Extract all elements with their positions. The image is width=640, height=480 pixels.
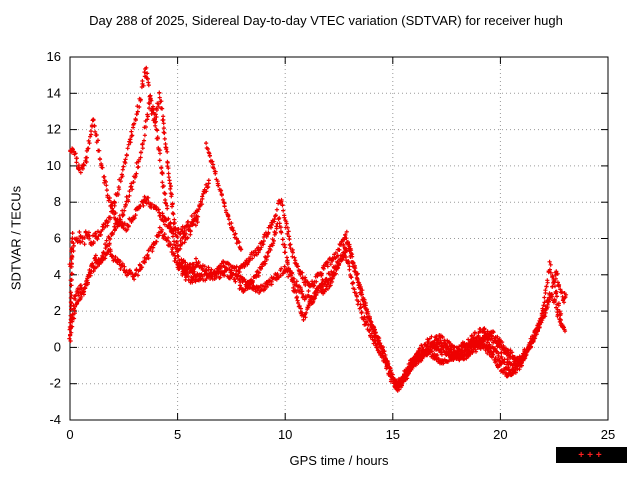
plot-border (69, 56, 609, 421)
x-tick-label: 10 (278, 427, 292, 442)
series-trace-9 (237, 215, 524, 393)
signature-badge: +++ (556, 447, 627, 463)
y-tick-label: 6 (54, 231, 61, 246)
y-tick-label: 12 (47, 122, 61, 137)
signature-badge-marks: +++ (578, 449, 605, 461)
y-tick-label: -2 (49, 376, 61, 391)
y-tick-label: 16 (47, 49, 61, 64)
y-tick-label: 8 (54, 194, 61, 209)
x-tick-label: 25 (601, 427, 615, 442)
series-trace-2 (68, 117, 211, 240)
y-tick-label: 14 (47, 85, 61, 100)
chart-title: Day 288 of 2025, Sidereal Day-to-day VTE… (89, 13, 563, 28)
x-tick-label: 15 (386, 427, 400, 442)
y-tick-label: -4 (49, 412, 61, 427)
series-trace-7 (175, 197, 569, 387)
series-trace-6 (204, 141, 244, 252)
x-tick-label: 20 (493, 427, 507, 442)
x-tick-label: 0 (66, 427, 73, 442)
series-trace-4 (67, 93, 201, 330)
x-tick-label: 5 (174, 427, 181, 442)
series-trace-3 (67, 65, 202, 283)
series-trace-5 (67, 225, 565, 392)
y-tick-label: 2 (54, 303, 61, 318)
y-tick-label: 10 (47, 158, 61, 173)
y-tick-label: 0 (54, 339, 61, 354)
y-tick-label: 4 (54, 267, 61, 282)
x-axis-label: GPS time / hours (289, 453, 389, 468)
